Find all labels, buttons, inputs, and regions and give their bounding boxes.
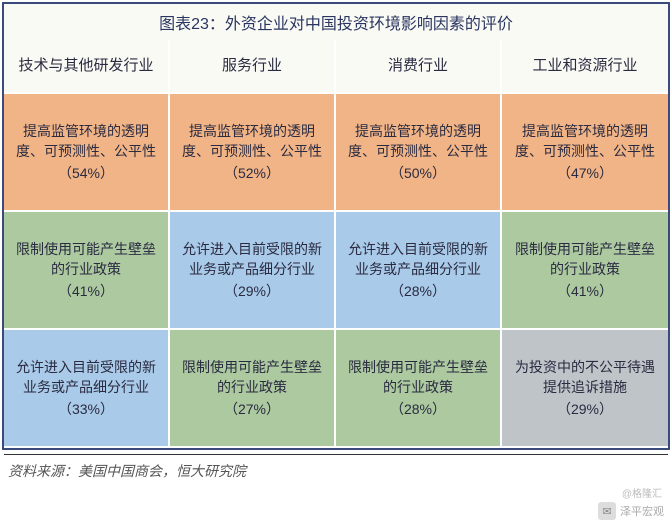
table-cell: 限制使用可能产生壁垒的行业政策 （41%） [502,212,668,330]
cell-percent: （28%） [390,281,446,301]
table-cell: 提高监管环境的透明度、可预测性、公平性 （52%） [170,94,336,212]
body-row-1: 提高监管环境的透明度、可预测性、公平性 （54%） 提高监管环境的透明度、可预测… [4,94,668,212]
table-cell: 允许进入目前受限的新业务或产品细分行业 （33%） [4,330,170,448]
footer-attribution: ✉ 泽平宏观 [598,502,664,520]
cell-text: 限制使用可能产生壁垒的行业政策 [344,357,492,398]
table-cell: 允许进入目前受限的新业务或产品细分行业 （29%） [170,212,336,330]
footer-author: 泽平宏观 [620,503,664,519]
cell-percent: （52%） [224,163,280,183]
chart-container: 图表23：外资企业对中国投资环境影响因素的评价 技术与其他研发行业 服务行业 消… [2,2,670,450]
table-cell: 限制使用可能产生壁垒的行业政策 （41%） [4,212,170,330]
cell-percent: （41%） [58,281,114,301]
body-row-3: 允许进入目前受限的新业务或产品细分行业 （33%） 限制使用可能产生壁垒的行业政… [4,330,668,448]
cell-text: 提高监管环境的透明度、可预测性、公平性 [344,121,492,162]
cell-text: 允许进入目前受限的新业务或产品细分行业 [178,239,326,280]
table-cell: 允许进入目前受限的新业务或产品细分行业 （28%） [336,212,502,330]
column-header: 工业和资源行业 [502,40,668,94]
source-text: 资料来源：美国中国商会，恒大研究院 [4,454,668,481]
cell-percent: （33%） [58,399,114,419]
cell-text: 限制使用可能产生壁垒的行业政策 [510,239,660,280]
cell-percent: （28%） [390,399,446,419]
body-row-2: 限制使用可能产生壁垒的行业政策 （41%） 允许进入目前受限的新业务或产品细分行… [4,212,668,330]
cell-percent: （47%） [557,163,613,183]
wechat-icon: ✉ [598,502,616,520]
cell-text: 提高监管环境的透明度、可预测性、公平性 [178,121,326,162]
column-header: 服务行业 [170,40,336,94]
cell-text: 提高监管环境的透明度、可预测性、公平性 [510,121,660,162]
table-cell: 提高监管环境的透明度、可预测性、公平性 （47%） [502,94,668,212]
table-cell: 提高监管环境的透明度、可预测性、公平性 （54%） [4,94,170,212]
cell-text: 允许进入目前受限的新业务或产品细分行业 [12,357,160,398]
cell-percent: （54%） [58,163,114,183]
cell-text: 限制使用可能产生壁垒的行业政策 [178,357,326,398]
cell-percent: （41%） [557,281,613,301]
watermark-text: @格隆汇 [622,485,662,500]
cell-percent: （50%） [390,163,446,183]
header-row: 技术与其他研发行业 服务行业 消费行业 工业和资源行业 [4,40,668,94]
table-cell: 限制使用可能产生壁垒的行业政策 （28%） [336,330,502,448]
cell-text: 为投资中的不公平待遇提供追诉措施 [510,357,660,398]
cell-percent: （29%） [557,399,613,419]
cell-text: 限制使用可能产生壁垒的行业政策 [12,239,160,280]
column-header: 消费行业 [336,40,502,94]
table-cell: 为投资中的不公平待遇提供追诉措施 （29%） [502,330,668,448]
cell-text: 提高监管环境的透明度、可预测性、公平性 [12,121,160,162]
chart-title: 图表23：外资企业对中国投资环境影响因素的评价 [4,4,668,40]
cell-percent: （29%） [224,281,280,301]
cell-percent: （27%） [224,399,280,419]
column-header: 技术与其他研发行业 [4,40,170,94]
cell-text: 允许进入目前受限的新业务或产品细分行业 [344,239,492,280]
table-cell: 提高监管环境的透明度、可预测性、公平性 （50%） [336,94,502,212]
table-cell: 限制使用可能产生壁垒的行业政策 （27%） [170,330,336,448]
